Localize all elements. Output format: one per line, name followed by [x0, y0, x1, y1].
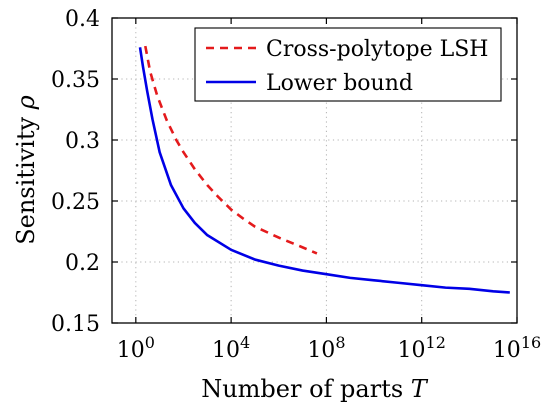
x-tick-label: 108 [307, 333, 345, 363]
legend-label-cross-polytope: Cross-polytope LSH [266, 37, 488, 62]
x-tick-label: 100 [117, 333, 155, 363]
y-tick-label: 0.35 [51, 68, 100, 93]
x-axis-label: Number of parts T [201, 375, 429, 403]
x-tick-label: 104 [212, 333, 250, 363]
x-tick-label: 1012 [398, 333, 446, 363]
y-tick-label: 0.3 [65, 129, 100, 154]
y-tick-label: 0.4 [65, 7, 100, 32]
y-tick-label: 0.2 [65, 251, 100, 276]
y-tick-label: 0.15 [51, 312, 100, 337]
y-tick-label: 0.25 [51, 190, 100, 215]
legend: Cross-polytope LSH Lower bound [195, 28, 501, 101]
legend-label-lower-bound: Lower bound [266, 71, 413, 96]
x-tick-label: 1016 [493, 333, 541, 363]
y-axis-label: Sensitivity ρ [12, 95, 40, 245]
